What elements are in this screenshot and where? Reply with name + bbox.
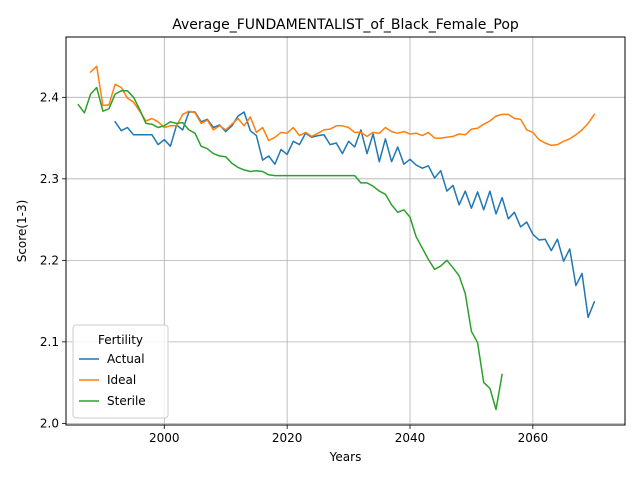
y-axis-ticks: 2.0 2.1 2.2 2.3 2.4 — [40, 90, 66, 430]
y-axis-label: Score(1-3) — [15, 200, 29, 263]
x-tick-label: 2060 — [518, 431, 549, 445]
series-line-actual — [114, 111, 596, 319]
legend-label-actual: Actual — [107, 352, 145, 366]
y-tick-label: 2.4 — [40, 90, 59, 104]
x-tick-label: 2000 — [149, 431, 180, 445]
x-axis-label: Years — [329, 450, 362, 464]
legend-box — [72, 324, 169, 419]
grid-lines — [66, 37, 625, 425]
plot-frame — [65, 36, 626, 426]
y-tick-label: 2.1 — [40, 335, 59, 349]
y-tick-label: 2.2 — [40, 253, 59, 267]
x-axis-ticks: 2000 2020 2040 2060 — [149, 425, 548, 445]
y-tick-label: 2.0 — [40, 416, 59, 430]
x-tick-label: 2040 — [395, 431, 426, 445]
series-line-sterile — [77, 86, 503, 411]
legend: Fertility Actual Ideal Sterile — [72, 324, 169, 419]
legend-items: Actual Ideal Sterile — [79, 352, 146, 408]
chart-title: Average_FUNDAMENTALIST_of_Black_Female_P… — [172, 17, 519, 33]
series-line-ideal — [89, 65, 596, 147]
y-tick-label: 2.3 — [40, 172, 59, 186]
legend-label-sterile: Sterile — [107, 394, 146, 408]
series-lines — [77, 65, 596, 411]
legend-title: Fertility — [98, 333, 143, 347]
x-tick-label: 2020 — [272, 431, 303, 445]
legend-label-ideal: Ideal — [107, 373, 136, 387]
